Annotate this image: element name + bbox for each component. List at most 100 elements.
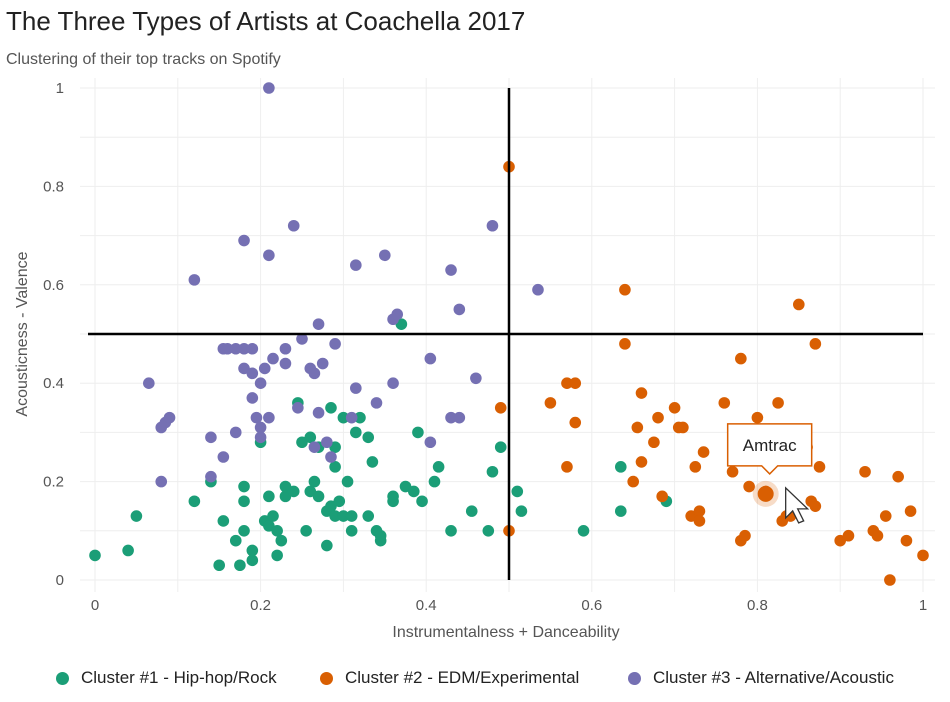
scatter-point[interactable] [238,234,250,247]
scatter-point[interactable] [743,480,755,493]
scatter-point[interactable] [627,475,639,488]
scatter-point[interactable] [424,436,437,449]
scatter-point[interactable] [445,264,457,276]
scatter-point[interactable] [379,249,391,262]
scatter-point[interactable] [312,490,325,503]
scatter-point[interactable] [842,529,855,542]
scatter-point[interactable] [515,505,528,517]
legend-item-cluster-1[interactable]: Cluster #1 - Hip-hop/Rock [56,668,277,688]
scatter-point[interactable] [217,515,230,527]
scatter-point[interactable] [345,525,358,537]
scatter-point[interactable] [321,539,333,552]
scatter-point[interactable] [275,534,288,547]
scatter-point[interactable] [569,377,582,390]
scatter-point[interactable] [234,559,246,572]
scatter-point[interactable] [89,549,101,562]
scatter-point[interactable] [308,441,321,453]
scatter-point[interactable] [693,515,706,527]
scatter-point[interactable] [809,338,822,350]
scatter-point[interactable] [453,411,466,424]
scatter-point[interactable] [772,397,784,409]
scatter-point[interactable] [416,495,428,508]
scatter-point[interactable] [246,342,259,355]
scatter-point[interactable] [258,362,271,375]
scatter-point[interactable] [668,402,681,414]
scatter-point[interactable] [350,382,362,394]
scatter-point[interactable] [229,534,242,547]
scatter-point[interactable] [532,283,544,296]
scatter-point[interactable] [143,377,155,390]
scatter-point[interactable] [321,436,333,449]
scatter-point[interactable] [892,470,904,483]
legend[interactable]: Cluster #1 - Hip-hop/Rock Cluster #2 - E… [0,668,950,696]
scatter-point[interactable] [238,525,250,537]
scatter-point[interactable] [718,397,731,409]
scatter-point[interactable] [614,505,627,517]
scatter-point[interactable] [445,411,457,424]
scatter-point[interactable] [387,490,399,503]
scatter-point[interactable] [333,495,346,508]
scatter-point[interactable] [577,525,590,537]
scatter-point[interactable] [362,510,375,522]
scatter-point[interactable] [292,402,304,414]
scatter-point[interactable] [221,342,234,355]
scatter-point[interactable] [263,82,275,94]
scatter-point[interactable] [205,470,217,483]
scatter-point[interactable] [619,283,631,296]
scatter-point[interactable] [304,431,317,444]
scatter-point[interactable] [494,441,507,453]
scatter-point[interactable] [656,490,668,503]
scatter-point[interactable] [904,505,917,517]
scatter-point[interactable] [879,510,892,522]
scatter-point[interactable] [465,505,478,517]
scatter-point[interactable] [130,510,143,522]
scatter-point[interactable] [287,219,300,232]
scatter-point[interactable] [482,525,495,537]
scatter-point[interactable] [188,274,201,286]
scatter-point[interactable] [726,465,739,478]
scatter-point[interactable] [561,461,573,473]
scatter-point[interactable] [693,505,706,517]
scatter-point[interactable] [350,426,362,439]
scatter-point[interactable] [279,342,292,355]
scatter-point[interactable] [296,333,308,345]
scatter-point[interactable] [337,510,350,522]
scatter-point[interactable] [407,485,420,498]
scatter-point[interactable] [735,352,747,365]
scatter-point[interactable] [635,387,648,399]
scatter-point[interactable] [631,421,644,434]
scatter-point[interactable] [250,411,263,424]
scatter-point[interactable] [308,367,321,380]
scatter-point[interactable] [809,500,822,512]
scatter-point[interactable] [648,436,660,449]
scatter-point[interactable] [511,485,524,498]
scatter-point[interactable] [263,411,275,424]
scatter-point[interactable] [387,377,399,390]
scatter-point[interactable] [337,411,350,424]
scatter-point[interactable] [871,529,884,542]
scatter-point[interactable] [279,357,292,370]
scatter-point[interactable] [428,475,441,488]
scatter-point[interactable] [445,525,457,537]
scatter-point[interactable] [739,529,751,542]
scatter-point[interactable] [619,338,631,350]
scatter-point[interactable] [325,451,337,463]
scatter-point[interactable] [652,411,664,424]
scatter-point[interactable] [341,475,354,488]
scatter-point[interactable] [470,372,482,385]
scatter-point[interactable] [859,465,871,478]
scatter-point[interactable] [238,342,250,355]
scatter-point[interactable] [412,426,424,439]
scatter-point[interactable] [677,421,689,434]
scatter-point[interactable] [329,461,341,473]
scatter-point[interactable] [366,456,379,468]
scatter-point[interactable] [267,352,279,365]
scatter-point[interactable] [635,456,648,468]
data-points[interactable] [89,82,929,586]
legend-item-cluster-3[interactable]: Cluster #3 - Alternative/Acoustic [628,668,894,688]
scatter-point[interactable] [246,392,259,404]
scatter-point[interactable] [263,490,275,503]
scatter-point[interactable] [561,377,573,390]
scatter-point[interactable] [287,485,300,498]
scatter-point[interactable] [329,510,341,522]
